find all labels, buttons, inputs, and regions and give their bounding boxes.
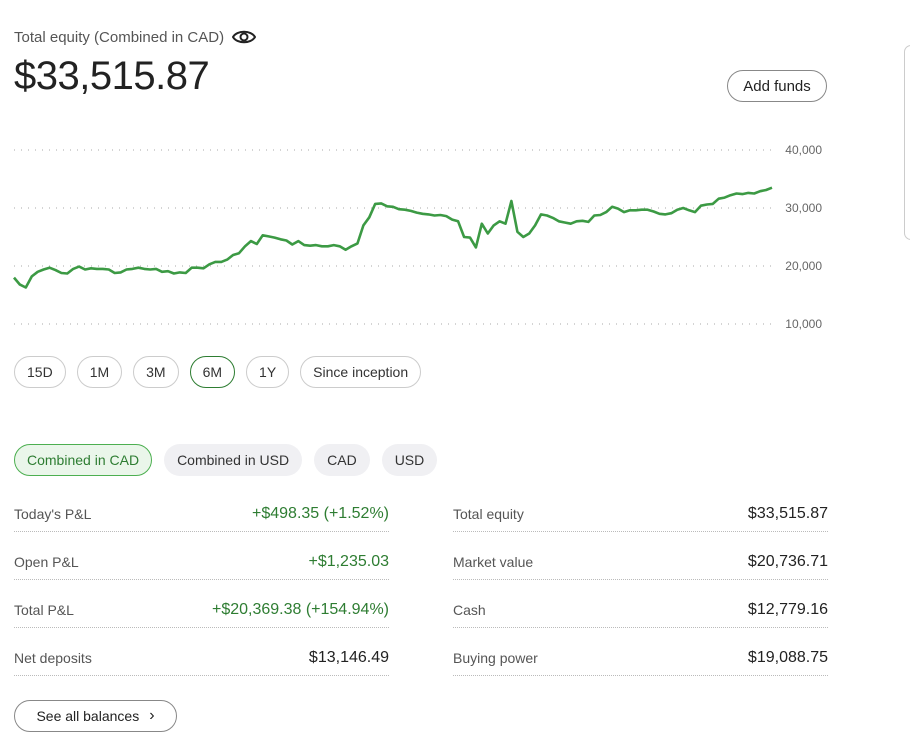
stat-label: Total equity xyxy=(453,506,524,522)
y-tick-label: 20,000 xyxy=(785,259,822,273)
side-panel-edge[interactable] xyxy=(904,45,910,240)
currency-combined-in-cad[interactable]: Combined in CAD xyxy=(14,444,153,476)
equity-label-text: Total equity (Combined in CAD) xyxy=(14,28,225,46)
range-1y[interactable]: 1Y xyxy=(246,356,290,388)
range-6m[interactable]: 6M xyxy=(189,356,236,388)
stat-row: Market value $20,736.71 xyxy=(453,538,828,586)
stat-label: Buying power xyxy=(453,650,538,666)
see-all-balances-button[interactable]: See all balances › xyxy=(14,700,177,732)
stat-label: Cash xyxy=(453,602,486,618)
stat-row: Total equity $33,515.87 xyxy=(453,490,828,538)
stat-label: Market value xyxy=(453,554,534,570)
equity-chart: 40,000 30,000 20,000 10,000 xyxy=(13,143,822,331)
stat-row: Net deposits $13,146.49 xyxy=(14,634,389,682)
stat-value: $13,146.49 xyxy=(308,649,389,666)
stat-value: +$20,369.38 (+154.94%) xyxy=(211,601,389,618)
currency-selector: Combined in CAD Combined in USD CAD USD xyxy=(14,444,438,476)
stat-value: $33,515.87 xyxy=(747,505,828,522)
currency-usd[interactable]: USD xyxy=(381,444,438,476)
equity-label: Total equity (Combined in CAD) xyxy=(14,28,257,46)
see-all-balances-label: See all balances xyxy=(36,708,140,724)
stat-value: +$498.35 (+1.52%) xyxy=(252,505,389,522)
stat-row: Total P&L +$20,369.38 (+154.94%) xyxy=(14,586,389,634)
range-since-inception[interactable]: Since inception xyxy=(300,356,422,388)
stat-value: $20,736.71 xyxy=(747,553,828,570)
stat-row: Today's P&L +$498.35 (+1.52%) xyxy=(14,490,389,538)
stat-value: $19,088.75 xyxy=(747,649,828,666)
add-funds-button[interactable]: Add funds xyxy=(727,70,827,102)
stat-row: Open P&L +$1,235.03 xyxy=(14,538,389,586)
stat-row: Buying power $19,088.75 xyxy=(453,634,828,682)
stat-value: +$1,235.03 xyxy=(308,553,389,570)
y-tick-label: 30,000 xyxy=(785,201,822,215)
stat-label: Today's P&L xyxy=(14,506,92,522)
stat-row: Cash $12,779.16 xyxy=(453,586,828,634)
range-1m[interactable]: 1M xyxy=(76,356,123,388)
currency-combined-in-usd[interactable]: Combined in USD xyxy=(164,444,303,476)
eye-icon[interactable] xyxy=(232,28,257,46)
equity-value: $33,515.87 xyxy=(14,54,210,98)
range-selector: 15D 1M 3M 6M 1Y Since inception xyxy=(14,356,422,388)
right-stats-list: Total equity $33,515.87 Market value $20,73… xyxy=(453,490,828,682)
stat-label: Open P&L xyxy=(14,554,79,570)
y-tick-label: 40,000 xyxy=(785,143,822,157)
equity-series-line xyxy=(13,186,773,289)
stat-label: Net deposits xyxy=(14,650,92,666)
currency-cad[interactable]: CAD xyxy=(314,444,370,476)
range-15d[interactable]: 15D xyxy=(14,356,66,388)
range-3m[interactable]: 3M xyxy=(133,356,179,388)
left-stats-list: Today's P&L +$498.35 (+1.52%) Open P&L +$1,… xyxy=(14,490,389,682)
chevron-right-icon: › xyxy=(149,707,155,724)
y-tick-label: 10,000 xyxy=(785,317,822,331)
stat-label: Total P&L xyxy=(14,602,74,618)
stat-value: $12,779.16 xyxy=(747,601,828,618)
